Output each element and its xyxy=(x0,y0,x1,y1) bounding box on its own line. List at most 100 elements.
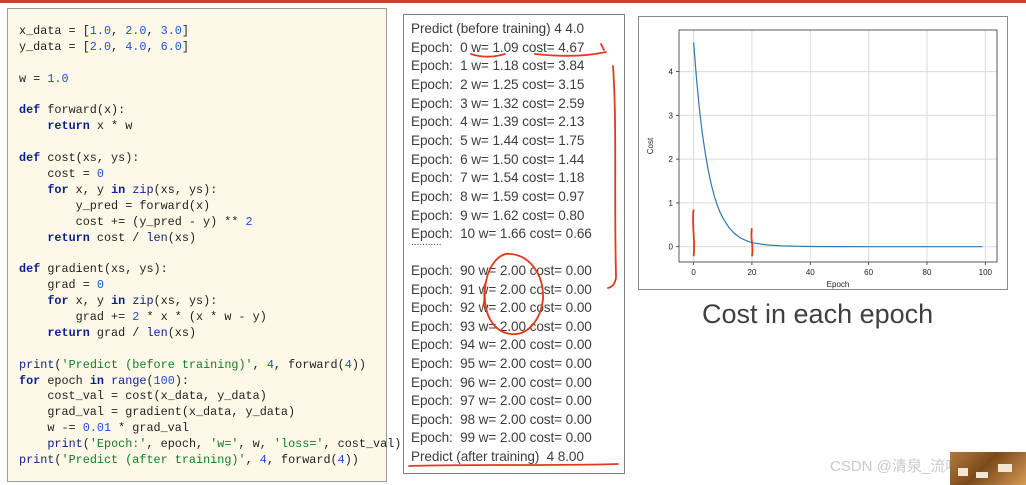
code-token: in xyxy=(89,373,104,388)
code-token: 'w=' xyxy=(210,437,239,452)
code-token: cost / xyxy=(89,230,147,245)
code-line: print('Predict (before training)', 4, fo… xyxy=(19,358,401,374)
epoch-output-line: Epoch: 93 w= 2.00 cost= 0.00 xyxy=(411,318,592,334)
code-token: cost += (y_pred - y) ** xyxy=(19,214,246,229)
cost-series-line xyxy=(693,42,983,248)
code-line: for x, y in zip(xs, ys): xyxy=(19,294,401,310)
code-token: w = xyxy=(19,71,48,86)
code-token: , xyxy=(146,39,161,54)
code-token: 2 xyxy=(245,214,253,229)
plot-frame xyxy=(678,29,998,263)
code-line xyxy=(19,342,401,358)
code-token: * grad_val xyxy=(111,421,189,436)
thumbnail-image xyxy=(950,452,1026,485)
epoch-output-line: Epoch: 95 w= 2.00 cost= 0.00 xyxy=(411,356,592,371)
code-token: 'Epoch:' xyxy=(89,437,147,452)
code-token: 4 xyxy=(337,453,345,468)
code-line: cost_val = cost(x_data, y_data) xyxy=(19,389,401,405)
code-token: , xyxy=(111,24,126,38)
code-token: in xyxy=(111,182,126,197)
code-token: for xyxy=(19,373,41,388)
code-token: 1.0 xyxy=(89,24,112,38)
code-token: 2.0 xyxy=(125,24,147,38)
epoch-output-line: Epoch: 4 w= 1.39 cost= 2.13 xyxy=(411,114,585,130)
code-line: print('Predict (after training)', 4, for… xyxy=(19,453,401,469)
code-line: cost += (y_pred - y) ** 2 xyxy=(19,215,401,231)
chart-panel: 0 20 40 60 80 100 0 1 2 3 4 Epoch Cost xyxy=(638,16,1008,290)
code-token: 3.0 xyxy=(160,24,182,38)
code-panel: x_data = [1.0, 2.0, 3.0] y_data = [2.0, 4… xyxy=(7,8,401,482)
annotation-stroke xyxy=(534,51,607,57)
code-token: 6.0 xyxy=(160,39,182,54)
code-token: epoch xyxy=(40,373,90,388)
x-tick-label: 20 xyxy=(747,268,756,277)
code-line xyxy=(19,246,401,262)
code-line: def forward(x): xyxy=(19,103,401,119)
code-line: x_data = [1.0, 2.0, 3.0] xyxy=(19,24,401,40)
code-token: y_data = [ xyxy=(19,39,90,54)
prediction-line: Predict (after training) 4 8.00 xyxy=(411,449,584,464)
code-token: 0 xyxy=(96,278,104,293)
epoch-output-line: Epoch: 7 w= 1.54 cost= 1.18 xyxy=(411,170,585,186)
chart-caption: Cost in each epoch xyxy=(702,299,934,329)
epoch-output-line: Epoch: 94 w= 2.00 cost= 0.00 xyxy=(411,337,592,353)
output-panel: Predict (before training) 4 4.0 Epoch: 0 … xyxy=(403,14,625,474)
code-token: print xyxy=(19,453,55,468)
y-axis-label: Cost xyxy=(646,137,655,154)
code-line: cost = 0 xyxy=(19,167,401,183)
epoch-output-line: Epoch: 9 w= 1.62 cost= 0.80 xyxy=(411,207,585,223)
code-token: , forward( xyxy=(273,357,345,372)
code-token: ( xyxy=(54,453,62,468)
y-tick-label: 3 xyxy=(669,111,674,120)
code-token: def xyxy=(19,103,41,118)
code-line: w -= 0.01 * grad_val xyxy=(19,421,401,437)
epoch-output-line: Epoch: 98 w= 2.00 cost= 0.00 xyxy=(411,411,592,427)
code-token xyxy=(19,183,47,197)
code-token: x_data = [ xyxy=(19,24,90,38)
code-listing: x_data = [1.0, 2.0, 3.0] y_data = [2.0, 4… xyxy=(19,24,401,469)
code-token: ] xyxy=(181,39,189,54)
epoch-output-line: Epoch: 6 w= 1.50 cost= 1.44 xyxy=(411,151,585,167)
code-token: x, y xyxy=(68,294,112,309)
annotation-stroke xyxy=(483,253,544,335)
epoch-output-line: Epoch: 97 w= 2.00 cost= 0.00 xyxy=(411,393,592,409)
code-line: for x, y in zip(xs, ys): xyxy=(19,183,401,199)
epoch-output-line: Epoch: 90 w= 2.00 cost= 0.00 xyxy=(411,263,592,278)
code-line: def cost(xs, ys): xyxy=(19,151,401,167)
code-token: 0.01 xyxy=(82,421,112,436)
code-token: def xyxy=(19,262,41,277)
annotation-stroke xyxy=(750,228,754,257)
code-line: print('Epoch:', epoch, 'w=', w, 'loss=',… xyxy=(19,437,401,453)
code-token: return xyxy=(47,325,90,340)
code-token: zip xyxy=(132,294,154,309)
code-token: print xyxy=(19,357,55,372)
annotation-stroke xyxy=(482,283,486,307)
epoch-output-line: Epoch: 10 w= 1.66 cost= 0.66 xyxy=(411,226,592,242)
code-token: for xyxy=(47,182,69,197)
code-token: w -= xyxy=(19,421,83,436)
code-token: ] xyxy=(181,24,189,38)
code-line: return grad / len(xs) xyxy=(19,326,401,342)
code-line: w = 1.0 xyxy=(19,72,401,88)
code-line: for epoch in range(100): xyxy=(19,374,401,390)
code-token: return xyxy=(47,230,90,245)
code-token: return xyxy=(47,119,90,134)
code-line: y_data = [2.0, 4.0, 6.0] xyxy=(19,40,401,56)
code-token: (xs) xyxy=(167,230,197,245)
code-token: len xyxy=(146,230,168,245)
code-token: ): xyxy=(174,373,189,388)
code-token: 'Predict (after training)' xyxy=(61,453,246,468)
code-token: (xs, ys): xyxy=(153,294,218,309)
code-token xyxy=(19,326,47,340)
y-tick-label: 2 xyxy=(669,155,674,164)
x-tick-label: 0 xyxy=(691,268,696,277)
code-token: in xyxy=(111,294,126,309)
code-token: (xs, ys): xyxy=(153,182,218,197)
code-token: , cost_val) xyxy=(323,437,402,452)
code-token: )) xyxy=(344,453,359,468)
code-token: grad_val = gradient(x_data, y_data) xyxy=(19,405,296,420)
watermark-text: CSDN @清泉_流响 xyxy=(830,458,961,475)
annotation-stroke xyxy=(470,53,506,58)
code-line: grad_val = gradient(x_data, y_data) xyxy=(19,405,401,421)
code-token: cost(xs, ys): xyxy=(40,151,140,166)
